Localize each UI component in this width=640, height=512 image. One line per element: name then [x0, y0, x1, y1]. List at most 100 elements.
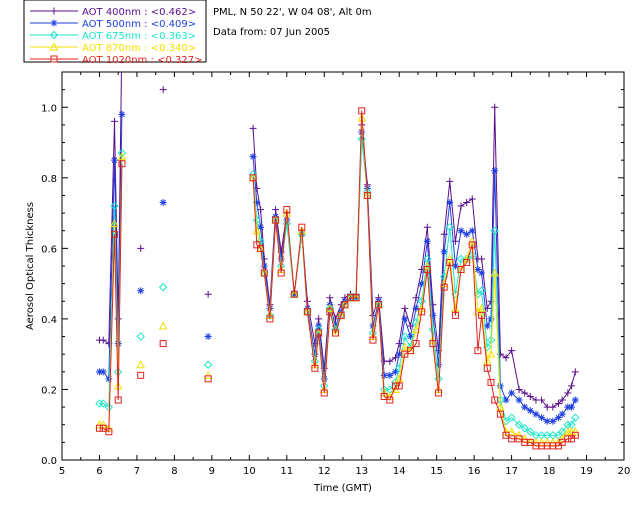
- data-point: [554, 442, 562, 450]
- data-point: [468, 227, 476, 235]
- data-point: [558, 396, 566, 404]
- data-point: [538, 414, 546, 422]
- data-point: [253, 199, 261, 207]
- data-point: [526, 427, 535, 436]
- data-point: [456, 254, 466, 264]
- data-point: [401, 315, 409, 323]
- data-point: [272, 216, 280, 224]
- data-point: [332, 329, 340, 337]
- series-line: [252, 110, 576, 447]
- data-point: [400, 342, 410, 351]
- data-point: [363, 191, 371, 199]
- data-point: [253, 241, 261, 249]
- legend-marker: [50, 7, 58, 15]
- legend-label: AOT 675nm : <0.363>: [82, 31, 196, 42]
- series-line: [252, 131, 576, 422]
- data-point: [515, 435, 523, 443]
- data-point: [521, 403, 529, 411]
- data-point: [260, 262, 268, 270]
- data-point: [99, 399, 108, 408]
- data-point: [315, 329, 323, 337]
- legend-label: AOT 400nm : <0.462>: [82, 7, 196, 18]
- data-point: [538, 396, 546, 404]
- data-point: [457, 227, 465, 235]
- data-point: [137, 371, 145, 379]
- data-point: [487, 315, 495, 323]
- y-axis-title: Aerosol Optical Thickness: [25, 202, 36, 330]
- data-point: [508, 435, 516, 443]
- data-point: [429, 340, 437, 348]
- data-point: [478, 311, 486, 319]
- data-point: [457, 266, 465, 274]
- data-point: [440, 248, 448, 256]
- data-point: [272, 206, 280, 214]
- x-tick-label: 20: [618, 466, 631, 477]
- data-point: [491, 396, 499, 404]
- data-point: [386, 357, 394, 365]
- data-point: [423, 237, 431, 245]
- data-point: [435, 361, 443, 369]
- data-point: [406, 347, 414, 355]
- data-point: [423, 266, 431, 274]
- data-point: [570, 427, 580, 436]
- data-point: [249, 124, 257, 132]
- data-point: [117, 152, 127, 161]
- x-tick-label: 5: [59, 466, 65, 477]
- data-point: [386, 396, 394, 404]
- series-2: [95, 110, 579, 425]
- legend-label: AOT 870nm : <0.340>: [82, 43, 196, 54]
- data-point: [117, 148, 127, 158]
- data-point: [502, 396, 510, 404]
- data-point: [105, 428, 113, 436]
- data-point: [341, 301, 349, 309]
- data-point: [496, 410, 504, 418]
- data-point: [260, 269, 268, 277]
- legend-marker: [50, 55, 58, 63]
- data-point: [326, 308, 334, 316]
- data-point: [440, 283, 448, 291]
- data-point: [352, 294, 360, 302]
- data-point: [435, 389, 443, 397]
- legend-marker: [49, 42, 59, 51]
- data-point: [508, 347, 516, 355]
- data-point: [391, 382, 399, 390]
- data-point: [468, 251, 477, 260]
- data-point: [325, 303, 335, 312]
- data-point: [474, 347, 482, 355]
- data-point: [514, 420, 524, 429]
- data-point: [110, 117, 118, 125]
- data-point: [203, 370, 213, 379]
- data-point: [446, 258, 454, 266]
- data-point: [283, 206, 291, 214]
- data-point: [491, 167, 499, 175]
- data-point: [95, 368, 103, 376]
- data-point: [467, 236, 477, 245]
- data-point: [428, 325, 438, 334]
- data-point: [502, 431, 510, 439]
- x-tick-label: 6: [96, 466, 102, 477]
- data-point: [98, 420, 108, 429]
- data-point: [203, 360, 213, 369]
- data-point: [451, 262, 459, 270]
- data-point: [451, 311, 459, 319]
- data-point: [526, 438, 534, 446]
- data-point: [99, 424, 107, 432]
- y-tick-label: 0.8: [41, 174, 57, 185]
- data-point: [429, 311, 437, 319]
- data-point: [526, 407, 534, 415]
- data-point: [463, 199, 471, 207]
- data-point: [412, 304, 420, 312]
- x-tick-label: 19: [580, 466, 593, 477]
- data-point: [136, 360, 146, 369]
- x-tick-label: 15: [430, 466, 443, 477]
- series-line: [252, 117, 576, 443]
- data-point: [282, 219, 292, 228]
- data-point: [564, 389, 572, 397]
- data-point: [490, 226, 499, 235]
- data-point: [118, 160, 126, 168]
- data-point: [257, 223, 265, 231]
- data-point: [159, 86, 167, 94]
- data-point: [468, 195, 476, 203]
- data-point: [537, 437, 546, 446]
